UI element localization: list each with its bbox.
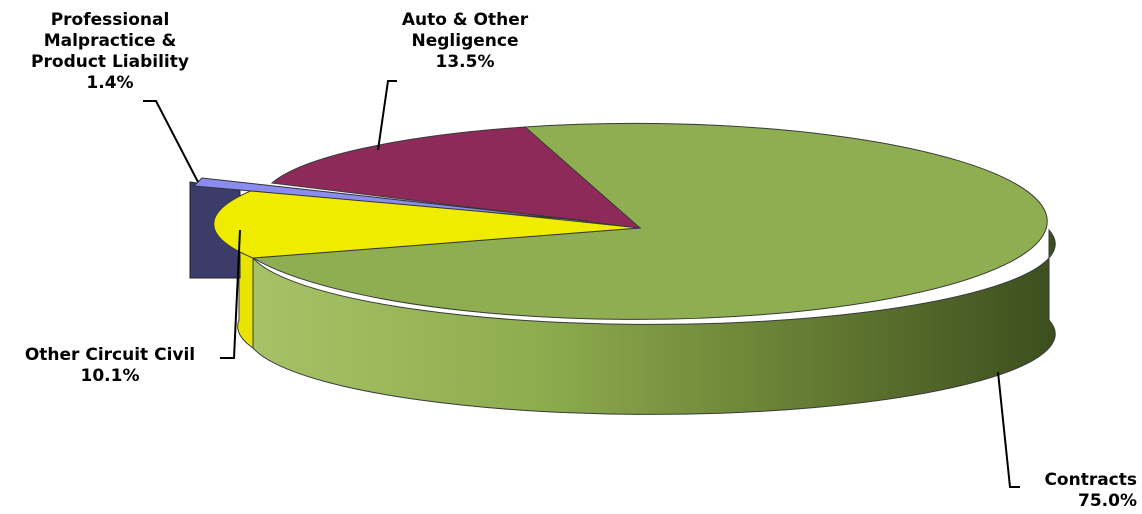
contracts-side-wall xyxy=(252,228,1056,415)
slice-contracts xyxy=(251,122,1048,320)
label-contracts: Contracts 75.0% xyxy=(1044,470,1137,511)
slice-other-circuit-civil xyxy=(213,187,641,259)
leader-line-professional-malpractice xyxy=(143,100,199,183)
label-auto-negligence: Auto & Other Negligence 13.5% xyxy=(401,10,529,72)
slice-professional-malpractice xyxy=(192,177,589,222)
label-other-circuit-civil: Other Circuit Civil 10.1% xyxy=(24,345,196,386)
leader-line-auto-negligence xyxy=(377,80,397,151)
slice-auto-other-negligence xyxy=(270,126,642,229)
leader-line-contracts xyxy=(997,371,1020,488)
leader-line-other-circuit-civil xyxy=(220,229,241,359)
label-professional-malpractice: Professional Malpractice & Product Liabi… xyxy=(31,10,189,93)
